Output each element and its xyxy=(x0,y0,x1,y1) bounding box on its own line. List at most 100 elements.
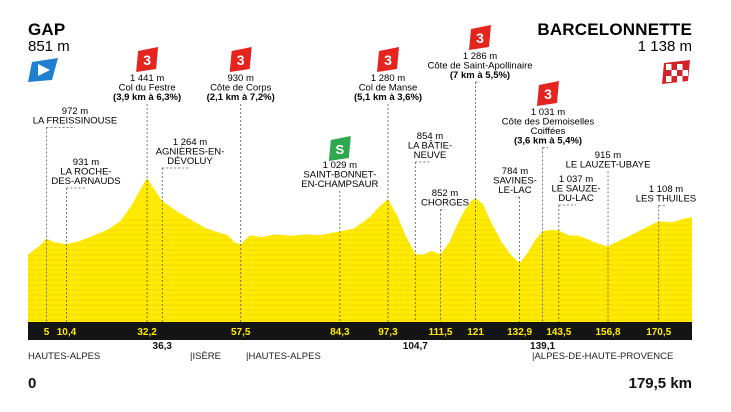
km-label: 170,5 xyxy=(646,327,671,338)
climb-category-icon: 3 xyxy=(469,25,491,50)
region-label: |ALPES-DE-HAUTE-PROVENCE xyxy=(532,351,673,362)
km-label: 111,5 xyxy=(428,327,452,338)
point-label-line: NEUVE xyxy=(414,150,447,161)
km-label: 57,5 xyxy=(231,327,251,338)
point-label-line: SAINT-BONNET- xyxy=(303,170,376,181)
sprint-label: S xyxy=(336,142,345,157)
point-label-line: CHORGES xyxy=(421,198,469,209)
point-label-line: LE LAUZET-UBAYE xyxy=(566,160,651,171)
km-label: 104,7 xyxy=(403,341,428,352)
point-label: 915 mLE LAUZET-UBAYE xyxy=(566,150,651,171)
point-label-line: 1 264 m xyxy=(173,137,207,148)
profile-hatching xyxy=(28,219,692,321)
region-label: |ISÈRE xyxy=(190,351,221,362)
point-label-line: Col du Festre xyxy=(119,83,176,94)
point-label-line: DU-LAC xyxy=(558,193,594,204)
point-label-line: Coiffées xyxy=(531,126,566,137)
region-label: |HAUTES-ALPES xyxy=(246,351,321,362)
point-label-line: Côte de Saint-Apollinaire xyxy=(427,61,532,72)
km-label: 156,8 xyxy=(596,327,621,338)
point-label-line: 1 441 m xyxy=(130,73,164,84)
start-flag-icon xyxy=(28,58,58,82)
finish-distance: 179,5 km xyxy=(629,375,692,392)
point-label-line: 1 286 m xyxy=(463,51,497,62)
climb-detail: (2,1 km à 7,2%) xyxy=(207,92,275,103)
point-label-line: 1 037 m xyxy=(559,174,593,185)
point-label: 972 mLA FREISSINOUSE xyxy=(33,106,117,127)
point-label-line: 854 m xyxy=(417,131,443,142)
climb-category: 3 xyxy=(237,52,245,68)
profile-layer xyxy=(28,178,692,322)
sprint-icon: S xyxy=(328,136,351,161)
km-label: 10,4 xyxy=(57,327,77,338)
point-label-line: LA BÂTIE- xyxy=(408,141,452,152)
climb-detail: (7 km à 5,5%) xyxy=(450,70,510,81)
point-label-line: LA FREISSINOUSE xyxy=(33,116,117,127)
climb-category: 3 xyxy=(544,86,552,102)
point-label: 854 mLA BÂTIE-NEUVE xyxy=(408,131,452,161)
point-label-line: 931 m xyxy=(73,157,99,168)
point-label-line: AGNIÈRES-EN- xyxy=(156,147,225,158)
km-band xyxy=(28,322,692,340)
marker-lines xyxy=(46,81,666,322)
km-label: 84,3 xyxy=(330,327,350,338)
finish-flag-icon xyxy=(662,60,690,84)
point-label-line: 784 m xyxy=(502,166,528,177)
point-label-line: LE-LAC xyxy=(498,185,531,196)
start-altitude: 851 m xyxy=(28,38,70,55)
km-label: 5 xyxy=(44,327,50,338)
km-label: 139,1 xyxy=(530,341,555,352)
point-label: 1 037 mLE SAUZE-DU-LAC xyxy=(551,174,600,204)
point-label-line: 1 031 m xyxy=(531,107,565,118)
climb-category-icon: 3 xyxy=(377,47,399,72)
point-label-line: EN-CHAMPSAUR xyxy=(301,179,378,190)
point-label: 931 mLA ROCHE-DES-ARNAUDS xyxy=(51,157,120,187)
climb-category-icon: 3 xyxy=(229,47,252,72)
climb-category-icon: 3 xyxy=(537,81,559,106)
climb-category-icon: 3 xyxy=(136,47,159,72)
finish-name: BARCELONNETTE xyxy=(537,20,692,39)
point-label-line: Côte des Demoiselles xyxy=(502,117,595,128)
km-label: 132,9 xyxy=(507,327,532,338)
point-label-line: 930 m xyxy=(227,73,253,84)
climb-detail: (3,6 km à 5,4%) xyxy=(514,136,582,147)
km-label: 97,3 xyxy=(378,327,398,338)
start-distance: 0 xyxy=(28,375,36,392)
start-name: GAP xyxy=(28,20,65,39)
point-label-line: DES-ARNAUDS xyxy=(51,176,120,187)
point-label-line: DÉVOLUY xyxy=(167,156,213,167)
climb-detail: (5,1 km à 3,6%) xyxy=(354,92,422,103)
km-label: 36,3 xyxy=(153,341,173,352)
km-label: 32,2 xyxy=(137,327,157,338)
climb-category: 3 xyxy=(476,30,484,46)
point-label-line: 852 m xyxy=(432,188,458,199)
point-label-line: 972 m xyxy=(62,106,88,117)
point-label-line: Col de Manse xyxy=(359,83,418,94)
point-label-line: Côte de Corps xyxy=(210,83,272,94)
finish-altitude: 1 138 m xyxy=(638,38,692,55)
km-label: 143,5 xyxy=(546,327,571,338)
climb-category: 3 xyxy=(384,52,392,68)
point-label-line: SAVINES- xyxy=(493,176,537,187)
point-label-line: 1 029 m xyxy=(323,160,357,171)
region-label: HAUTES-ALPES xyxy=(28,351,100,362)
point-labels: 972 mLA FREISSINOUSE 931 mLA ROCHE-DES-AR… xyxy=(33,25,697,209)
point-label-line: 915 m xyxy=(595,150,621,161)
point-label-line: 1 108 m xyxy=(649,184,683,195)
point-label-line: LES THUILES xyxy=(636,194,697,205)
climb-detail: (3,9 km à 6,3%) xyxy=(113,92,181,103)
km-label: 121 xyxy=(467,327,484,338)
point-label-line: LE SAUZE- xyxy=(551,184,600,195)
